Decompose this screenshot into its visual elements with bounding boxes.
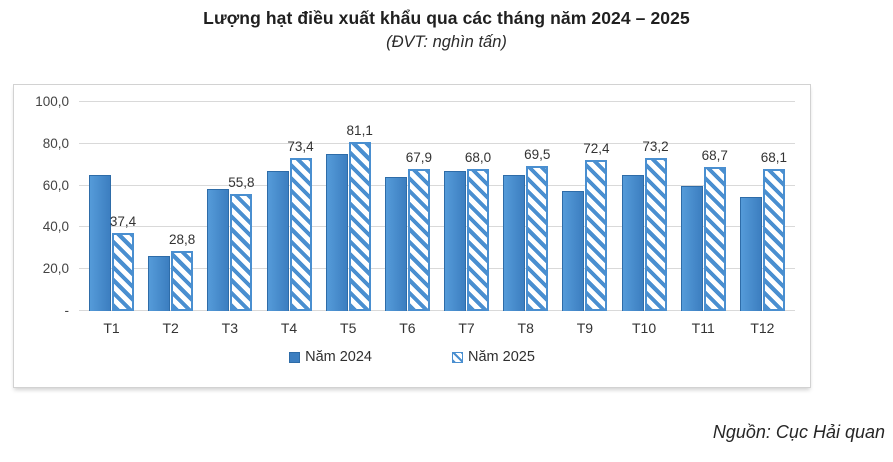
y-tick-label-80: 80,0 (42, 135, 69, 151)
gridline-100 (79, 101, 795, 102)
x-tick-label-t4: T4 (280, 320, 298, 336)
bar-nam-2025-t8: 69,5 (524, 147, 550, 311)
bar-nam-2025-t10: 73,2 (642, 139, 669, 311)
value-label-2025-t1: 37,4 (109, 213, 137, 229)
x-tick-label-t8: T8 (517, 320, 534, 336)
value-label-2025-t2: 28,8 (169, 231, 196, 247)
value-label-2025-t5: 81,1 (346, 122, 373, 138)
y-tick-label-20: 20,0 (42, 261, 69, 277)
legend-swatch-năm-2025 (452, 351, 463, 363)
bar-group-t2: 28,8 T2 (148, 102, 195, 336)
chart-unit-subtitle: (ĐVT: nghìn tấn) (386, 33, 507, 51)
bar-nam-2024-t11 (680, 185, 703, 311)
value-label-2025-t12: 68,1 (760, 149, 788, 165)
bar-group-t4: 73,4 T4 (266, 102, 314, 336)
bar-nam-2025-t1: 37,4 (110, 214, 136, 311)
y-tick-label-40: 40,0 (42, 219, 69, 235)
bar-group-t3: 55,8 T3 (207, 102, 254, 336)
bar-group-t11: 68,7 T11 (680, 102, 728, 336)
source-note: Nguồn: Cục Hải quan (712, 422, 885, 442)
bar-nam-2025-t7: 68,0 (465, 150, 491, 311)
bar-group-t1: 37,4 T1 (89, 102, 136, 336)
bar-nam-2025-t9: 72,4 (583, 141, 610, 311)
legend-label-năm-2025: Năm 2025 (468, 349, 535, 365)
x-tick-label-t1: T1 (103, 320, 120, 336)
bar-nam-2024-t3 (207, 188, 230, 311)
chart-legend: Năm 2024 Năm 2025 (14, 347, 810, 367)
value-label-2025-t3: 55,8 (228, 175, 255, 191)
bar-nam-2025-t4: 73,4 (287, 139, 314, 311)
bar-nam-2025-t12: 68,1 (761, 150, 787, 311)
x-tick-label-t3: T3 (221, 320, 239, 336)
bar-nam-2024-t2 (148, 255, 171, 311)
chart-container: - 20,0 40,0 60,0 80,0 100,0 37,4 T1 28,8 T2 55,8 T3… (13, 84, 811, 388)
bar-group-t12: 68,1 T12 (739, 102, 787, 336)
bar-nam-2025-t5: 81,1 (347, 123, 373, 311)
value-label-2025-t10: 73,2 (642, 139, 669, 155)
legend-item-năm-2024: Năm 2024 (289, 349, 372, 365)
bar-group-t7: 68,0 T7 (444, 102, 491, 336)
bar-nam-2024-t10 (621, 174, 644, 311)
value-label-2025-t8: 69,5 (524, 146, 551, 162)
value-label-2025-t7: 68,0 (464, 149, 492, 165)
gridline-40 (79, 226, 795, 228)
bar-nam-2024-t8 (503, 175, 526, 311)
bar-nam-2024-t6 (384, 177, 407, 311)
y-tick-label-0: - (64, 303, 70, 318)
chart-title: Lượng hạt điều xuất khẩu qua các tháng n… (203, 8, 690, 28)
bar-nam-2024-t4 (266, 170, 289, 311)
bar-group-t8: 69,5 T8 (503, 102, 550, 336)
gridline-0 (79, 310, 795, 311)
value-label-2025-t11: 68,7 (701, 148, 728, 164)
bar-nam-2024-t1 (89, 175, 111, 311)
x-tick-label-t12: T12 (750, 320, 775, 336)
x-tick-label-t2: T2 (162, 320, 179, 336)
x-tick-label-t6: T6 (399, 320, 416, 336)
bar-nam-2024-t12 (739, 197, 762, 311)
legend-item-năm-2025: Năm 2025 (452, 349, 535, 365)
legend-label-năm-2024: Năm 2024 (305, 349, 372, 365)
value-label-2025-t6: 67,9 (405, 150, 432, 166)
bar-nam-2024-t9 (562, 191, 585, 311)
x-tick-label-t11: T11 (691, 320, 715, 336)
bar-group-t10: 73,2 T10 (621, 102, 669, 336)
legend-swatch-năm-2024 (289, 351, 301, 363)
plot-area: - 20,0 40,0 60,0 80,0 100,0 37,4 T1 28,8 T2 55,8 T3… (35, 94, 795, 336)
x-tick-label-t10: T10 (631, 320, 657, 336)
bar-nam-2025-t11: 68,7 (702, 148, 728, 311)
bar-group-t5: 81,1 T5 (325, 102, 373, 336)
value-label-2025-t9: 72,4 (583, 140, 610, 156)
gridline-80 (79, 142, 795, 144)
bar-nam-2025-t6: 67,9 (406, 150, 432, 311)
x-tick-label-t7: T7 (458, 320, 475, 336)
gridline-20 (79, 268, 795, 270)
bar-group-t6: 67,9 T6 (384, 102, 432, 336)
y-tick-label-100: 100,0 (35, 94, 69, 109)
bars-row: 37,4 T1 28,8 T2 55,8 T3 73,4 T4 81,1 T5 67,9 T6 68,0… (79, 102, 795, 336)
y-tick-label-60: 60,0 (42, 177, 69, 193)
bar-nam-2025-t3: 55,8 (228, 175, 254, 311)
bar-nam-2024-t7 (444, 170, 467, 311)
x-tick-label-t5: T5 (340, 320, 357, 336)
x-tick-label-t9: T9 (576, 320, 594, 336)
bar-nam-2025-t2: 28,8 (169, 232, 195, 311)
value-label-2025-t4: 73,4 (287, 138, 314, 154)
bar-group-t9: 72,4 T9 (562, 102, 610, 336)
gridline-60 (79, 184, 795, 186)
bar-nam-2024-t5 (325, 154, 348, 311)
